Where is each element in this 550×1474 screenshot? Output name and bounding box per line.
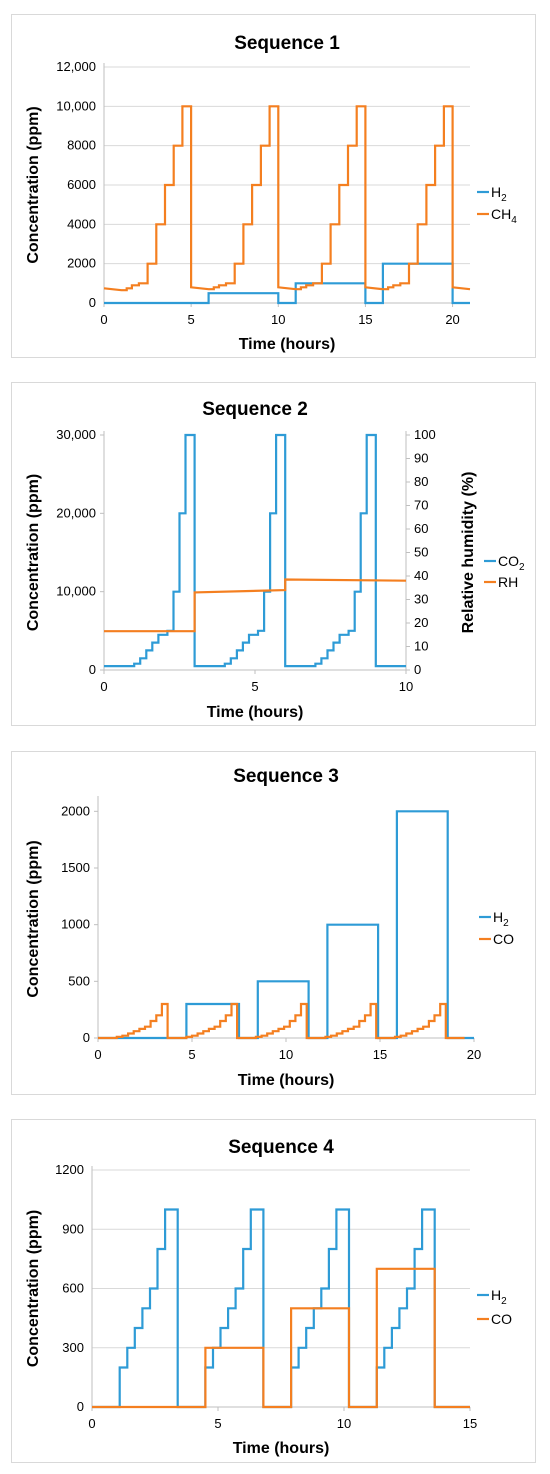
x-axis-label: Time (hours): [238, 1072, 335, 1089]
x-tick-label: 10: [279, 1047, 293, 1062]
chart-title: Sequence 4: [228, 1137, 334, 1158]
series-line-h2: [98, 810, 474, 1040]
y-tick-label: 10,000: [56, 584, 96, 599]
x-axis-label: Time (hours): [239, 336, 336, 353]
series-line-co: [98, 1002, 465, 1040]
y-tick-label: 300: [62, 1340, 84, 1355]
y2-tick-label: 70: [414, 498, 428, 513]
y-tick-label: 4000: [67, 216, 96, 231]
y2-axis-label: Relative humidity (%): [460, 472, 477, 634]
y2-tick-label: 0: [414, 662, 421, 677]
x-tick-label: 0: [100, 312, 107, 327]
y2-tick-label: 20: [414, 615, 428, 630]
y-tick-label: 20,000: [56, 505, 96, 520]
y2-tick-label: 80: [414, 474, 428, 489]
legend-label-rh: RH: [498, 574, 518, 590]
x-tick-label: 15: [373, 1047, 387, 1062]
y-tick-label: 600: [62, 1281, 84, 1296]
legend-label-co: CO: [491, 1311, 512, 1327]
series-line-rh: [104, 578, 407, 633]
legend-label-h2: H2: [491, 184, 507, 204]
series-line-h2: [104, 262, 470, 305]
legend-label-h2: H2: [491, 1287, 507, 1307]
x-tick-label: 20: [445, 312, 459, 327]
series-line-ch4: [103, 105, 471, 292]
y-axis-label: Concentration (ppm): [25, 474, 42, 631]
series-line-co2: [104, 433, 406, 668]
chart-panel-sequence-4: Sequence 4 0 300 600 900 1200 0 5 10 15 Time (hour…: [11, 1119, 536, 1463]
y-tick-label: 1000: [61, 917, 90, 932]
chart-sequence-1: Sequence 1 0 2000 4000 6000 8000 10,000 12,000 0…: [25, 33, 517, 353]
x-tick-label: 15: [463, 1416, 477, 1431]
y-tick-label: 30,000: [56, 427, 96, 442]
y2-tick-label: 40: [414, 568, 428, 583]
chart-panel-sequence-2: Sequence 2 0 10,000 20,000 30,000 0 10 20 30 40 50…: [11, 382, 536, 726]
y-tick-label: 0: [89, 662, 96, 677]
chart-title: Sequence 3: [233, 766, 339, 787]
legend-label-h2: H2: [493, 909, 509, 929]
x-tick-label: 20: [467, 1047, 481, 1062]
chart-panel-sequence-1: Sequence 1 0 2000 4000 6000 8000 10,000 12,000 0…: [11, 14, 536, 358]
legend-label-co: CO: [493, 931, 514, 947]
y2-tick-label: 30: [414, 592, 428, 607]
y2-tick-label: 10: [414, 639, 428, 654]
x-tick-label: 10: [399, 679, 413, 694]
x-axis-label: Time (hours): [207, 704, 304, 721]
y-tick-label: 2000: [67, 256, 96, 271]
chart-sequence-2: Sequence 2010,00020,00030,00001020304050…: [25, 399, 525, 721]
y-tick-label: 500: [68, 973, 90, 988]
chart-title: Sequence 1: [234, 33, 340, 54]
chart-sequence-4: Sequence 4 0 300 600 900 1200 0 5 10 15 Time (hour…: [25, 1137, 512, 1457]
y-tick-label: 6000: [67, 177, 96, 192]
y-tick-label: 0: [83, 1030, 90, 1045]
x-tick-label: 0: [94, 1047, 101, 1062]
chart-title: Sequence 2: [202, 399, 308, 420]
y-tick-label: 0: [77, 1399, 84, 1414]
y2-tick-label: 60: [414, 521, 428, 536]
y-tick-label: 1500: [61, 860, 90, 875]
y-tick-label: 2000: [61, 803, 90, 818]
y-tick-label: 12,000: [56, 59, 96, 74]
y-axis-label: Concentration (ppm): [25, 1210, 42, 1367]
x-tick-label: 15: [358, 312, 372, 327]
chart-panel-sequence-3: Sequence 3 0 500 1000 1500 2000 0 5 10 15 20 Time (…: [11, 751, 536, 1095]
y-tick-label: 1200: [55, 1162, 84, 1177]
x-tick-label: 10: [271, 312, 285, 327]
y2-tick-label: 90: [414, 451, 428, 466]
legend-label-ch4: CH4: [491, 206, 517, 226]
x-tick-label: 0: [100, 679, 107, 694]
x-tick-label: 5: [188, 312, 195, 327]
legend-label-co2: CO2: [498, 553, 525, 573]
y-tick-label: 900: [62, 1221, 84, 1236]
x-tick-label: 0: [88, 1416, 95, 1431]
y2-tick-label: 50: [414, 545, 428, 560]
y-axis-label: Concentration (ppm): [25, 840, 42, 997]
series-line-co: [92, 1267, 470, 1409]
y-axis-label: Concentration (ppm): [25, 106, 42, 263]
x-axis-label: Time (hours): [233, 1440, 330, 1457]
y2-tick-label: 100: [414, 427, 436, 442]
x-tick-label: 5: [188, 1047, 195, 1062]
y-tick-label: 10,000: [56, 98, 96, 113]
x-tick-label: 5: [214, 1416, 221, 1431]
x-tick-label: 10: [337, 1416, 351, 1431]
chart-sequence-3: Sequence 3 0 500 1000 1500 2000 0 5 10 15 20 Time (…: [25, 766, 514, 1089]
x-tick-label: 5: [251, 679, 258, 694]
y-tick-label: 8000: [67, 138, 96, 153]
series-line-h2: [92, 1208, 470, 1409]
y-tick-label: 0: [89, 295, 96, 310]
